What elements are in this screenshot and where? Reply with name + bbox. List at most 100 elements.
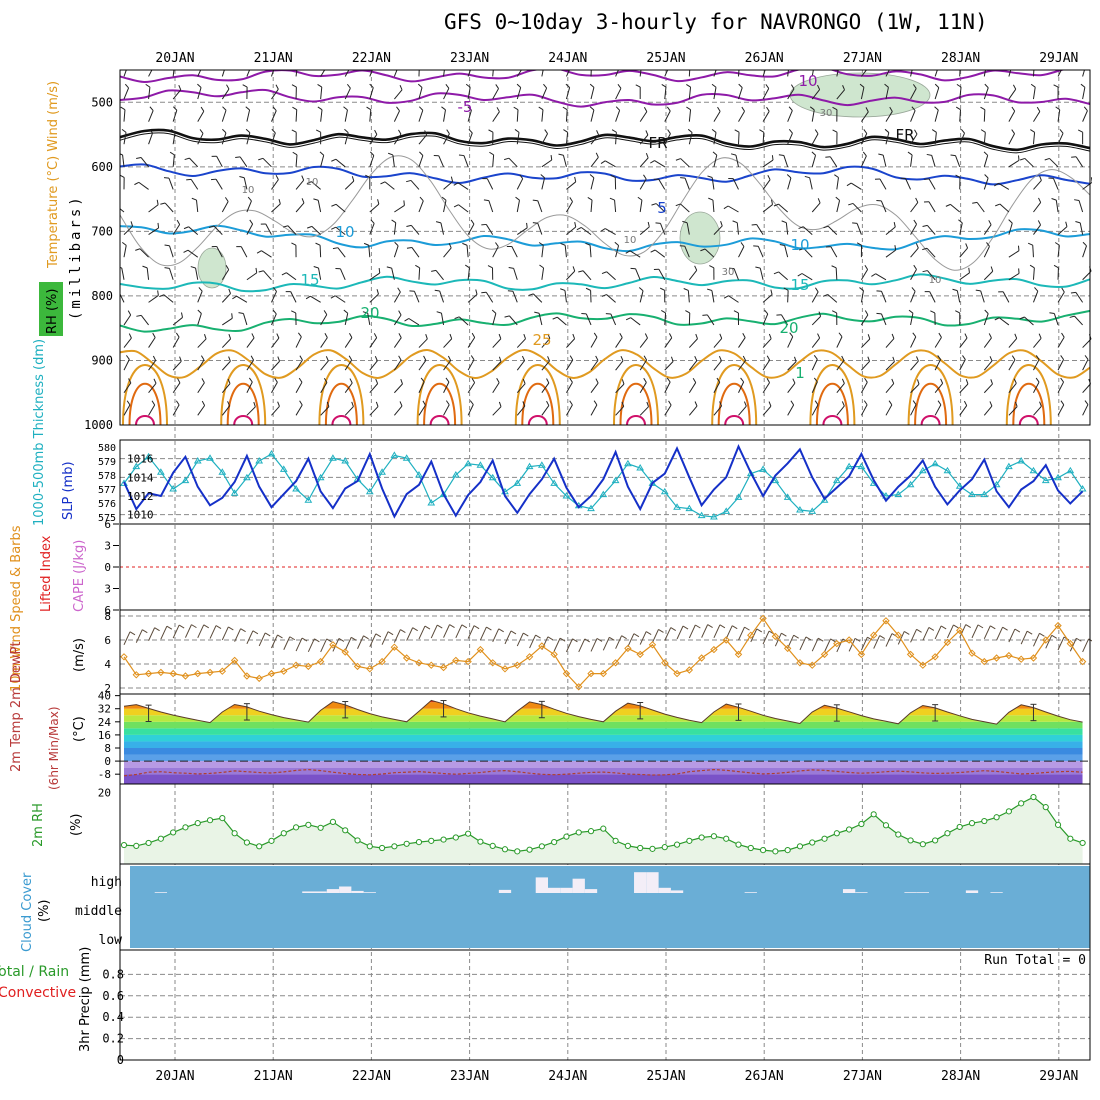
wind-barb-feather [458,154,465,157]
wind-barb [123,109,126,122]
wind-barb-feather [172,106,178,111]
wind-barb [811,359,818,371]
wind-barb [830,246,838,258]
wind10m-point [833,639,841,648]
thickness-point [599,490,608,498]
wind-barb-feather [666,377,671,383]
wind-barb-feather [773,271,779,275]
wind-barb-feather [516,83,522,88]
wind10m-barb-feather [1051,634,1058,639]
wind-barb-feather [912,84,917,89]
wind10m-point [808,661,816,669]
wind-barb-feather [226,84,230,90]
wind-barb-feather [445,83,450,89]
wind-tick-label: 2 [104,682,111,695]
wind10m-barb-feather [940,625,947,630]
wind-barb-feather [686,83,691,88]
wind10m-barb [639,631,647,645]
rh2m-point [292,824,300,831]
wind10m-point [1078,657,1087,666]
wind-barb [1024,158,1034,168]
wind-barb [1008,222,1013,235]
wind-barb-feather [646,401,649,407]
wind-barb-feather [720,221,723,227]
wind10m-barb-feather [449,624,455,629]
wind-barb-feather [643,107,648,112]
wind-barb-feather [1030,129,1035,133]
wind-barb-feather [1019,157,1026,161]
rh2m-point [145,839,152,847]
wind-barb-feather [863,129,868,134]
wind10m-point [525,653,534,661]
wind-barb [393,110,400,122]
wind-barb [443,360,452,371]
wind-barb-feather [1060,400,1065,406]
rh2m-point [612,837,619,844]
marks-layer [120,62,1092,893]
wind-barb-feather [278,198,281,205]
wind-barb [910,133,918,145]
wind-barb-feather [446,129,450,135]
wind10m-barb-feather [559,637,566,642]
wind10m-barb [504,630,512,645]
wind-barb-feather [813,377,818,383]
wind10m-point [820,650,829,659]
temp-tick-label: 8 [104,742,111,755]
temp-line [123,699,1083,725]
wind-barb-feather [893,221,896,228]
wind-barb-feather [508,267,514,269]
wind-barb [556,316,567,326]
precip-tick-label: 0.6 [102,989,124,1003]
thickness-point [992,480,1001,488]
temp-unit: (°C) [72,716,87,742]
wind-barb-feather [778,154,784,156]
temp-tick-label: 40 [98,690,111,703]
wind10m-point [538,642,546,650]
boundary-layer-isotherm [1018,415,1039,425]
wind-barb-feather [1082,62,1086,65]
wind-barb [811,202,821,213]
wind-barb-feather [1011,129,1015,134]
wind10m-barb-feather [523,632,529,637]
wind10m-barb [897,631,905,645]
wind10m-barb [307,638,315,653]
wind-barb [392,154,395,167]
thickness-point [845,462,853,470]
wind10m-point [673,669,681,678]
wind-barb [733,268,739,280]
wind10m-barb-feather [584,638,590,643]
wind10m-barb-feather [252,630,259,635]
wind-barb-feather [965,379,969,385]
wind-barb-feather [638,287,644,292]
wind-barb-feather [470,355,475,360]
wind-barb [394,383,403,394]
wind-barb [123,132,127,145]
rh2m-point [698,834,705,841]
wind-barb-feather [272,106,277,111]
wind-barb [1057,404,1065,416]
cloud-tick-label: low [99,933,123,948]
wind-barb [138,181,149,190]
wind-barb [590,336,598,348]
wind-barb [926,247,936,258]
wind10m-point [906,650,915,659]
wind-barb-feather [770,289,773,295]
wind-barb [861,338,871,348]
chart-title: GFS 0~10day 3-hourly for NAVRONGO (1W, 1… [444,10,988,34]
thickness-point [390,451,399,458]
li-tick-label: 3 [104,540,111,553]
wind10m-barb-feather [805,636,812,641]
wind10m-barb-feather [486,626,492,631]
wind-barb [172,336,180,348]
isotherm-25 [120,348,1091,380]
wind-barb [910,88,917,100]
wind-barb [787,382,796,394]
wind-barb-feather [191,197,197,201]
wind-barb [811,316,821,326]
wind-barb-feather [403,200,405,206]
wind-barb-feather [619,332,623,338]
wind-barb [195,200,199,213]
wind-barb-feather [406,224,412,227]
wind-barb-feather [668,333,673,339]
wind-barb-feather [274,377,278,383]
